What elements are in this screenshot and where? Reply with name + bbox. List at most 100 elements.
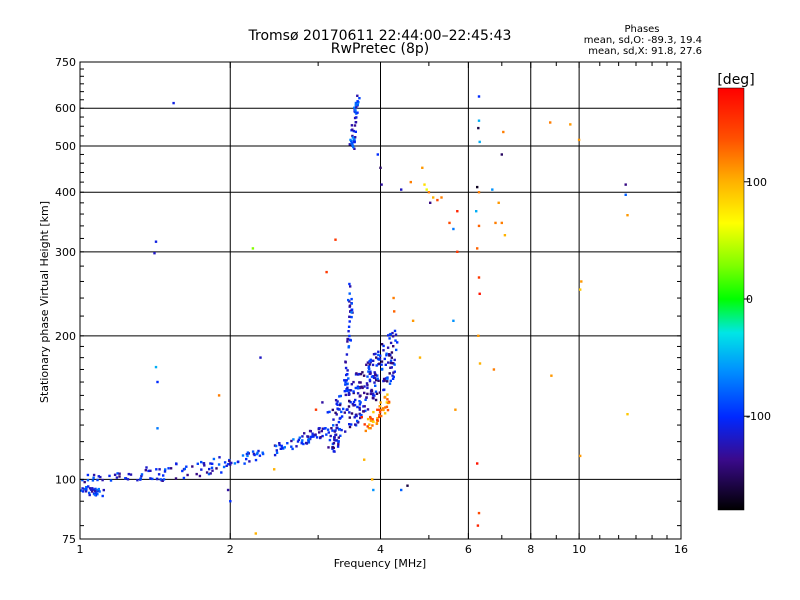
- data-point: [331, 429, 334, 432]
- data-point: [390, 356, 393, 359]
- data-point: [379, 408, 383, 411]
- data-point: [432, 196, 435, 199]
- data-point: [338, 428, 341, 431]
- data-point: [332, 450, 335, 453]
- data-point: [314, 408, 318, 411]
- data-point: [380, 183, 383, 186]
- data-point: [295, 445, 298, 448]
- data-point: [363, 458, 366, 461]
- data-point: [378, 411, 382, 414]
- data-point: [331, 446, 334, 449]
- data-point: [254, 532, 257, 535]
- data-point: [140, 474, 143, 478]
- data-point: [319, 436, 322, 439]
- data-point: [346, 337, 349, 341]
- data-point: [371, 418, 374, 421]
- data-point: [357, 387, 360, 390]
- data-point: [315, 436, 319, 439]
- data-point: [273, 453, 277, 457]
- data-point: [96, 493, 99, 496]
- x-tick-label: 6: [465, 543, 472, 556]
- data-point: [339, 402, 342, 405]
- data-point: [307, 439, 310, 442]
- data-point: [364, 429, 367, 433]
- data-point: [355, 372, 358, 375]
- data-point: [549, 121, 552, 124]
- points-layer: [79, 94, 629, 535]
- data-point: [345, 379, 348, 382]
- data-point: [305, 442, 309, 445]
- data-point: [102, 488, 105, 492]
- data-point: [191, 465, 194, 468]
- data-point: [386, 401, 390, 405]
- colorbar: [717, 87, 745, 511]
- data-point: [227, 463, 230, 466]
- data-point: [355, 116, 358, 119]
- data-point: [144, 469, 147, 472]
- data-point: [312, 435, 315, 438]
- data-point: [477, 511, 481, 515]
- data-point: [354, 130, 357, 133]
- data-point: [411, 319, 415, 322]
- data-point: [361, 371, 364, 374]
- data-point: [251, 450, 255, 453]
- data-point: [158, 468, 161, 471]
- data-point: [202, 462, 206, 465]
- data-point: [375, 422, 379, 425]
- data-point: [626, 214, 629, 217]
- data-point: [328, 410, 331, 414]
- data-point: [373, 394, 376, 397]
- data-point: [385, 401, 388, 404]
- data-point: [347, 346, 350, 349]
- data-point: [94, 487, 97, 491]
- data-point: [369, 392, 372, 396]
- data-point: [354, 398, 357, 402]
- data-point: [181, 469, 184, 473]
- data-point: [296, 440, 300, 443]
- data-point: [326, 428, 330, 431]
- data-point: [335, 423, 338, 427]
- data-point: [248, 460, 251, 463]
- data-point: [429, 201, 432, 204]
- data-point: [476, 462, 479, 465]
- data-point: [334, 433, 337, 437]
- data-point: [325, 270, 328, 274]
- data-point: [169, 467, 173, 470]
- data-point: [167, 467, 170, 470]
- data-point: [370, 389, 374, 393]
- data-point: [337, 420, 341, 424]
- data-point: [390, 366, 393, 369]
- data-point: [347, 330, 350, 333]
- data-point: [335, 426, 338, 430]
- data-point: [569, 123, 572, 126]
- data-point: [382, 344, 385, 348]
- data-point: [273, 468, 276, 471]
- data-point: [95, 489, 98, 492]
- data-point: [359, 372, 363, 376]
- data-point: [320, 429, 323, 433]
- data-point: [347, 391, 351, 395]
- data-point: [377, 379, 380, 382]
- data-point: [477, 119, 481, 122]
- data-point: [328, 438, 332, 442]
- data-point: [349, 389, 353, 392]
- data-point: [91, 490, 94, 493]
- data-point: [478, 292, 481, 295]
- data-point: [344, 366, 348, 370]
- data-point: [147, 469, 150, 473]
- data-point: [321, 401, 324, 404]
- data-point: [347, 389, 350, 392]
- data-point: [381, 407, 385, 410]
- data-point: [387, 353, 391, 356]
- x-tick-label: 8: [527, 543, 534, 556]
- y-tick-label: 300: [55, 246, 76, 259]
- data-point: [223, 461, 227, 464]
- data-point: [386, 380, 389, 383]
- data-point: [212, 457, 216, 461]
- data-point: [350, 383, 353, 386]
- data-point: [209, 472, 212, 475]
- data-point: [83, 480, 86, 484]
- data-point: [383, 379, 386, 382]
- data-point: [153, 252, 156, 255]
- data-point: [155, 468, 158, 471]
